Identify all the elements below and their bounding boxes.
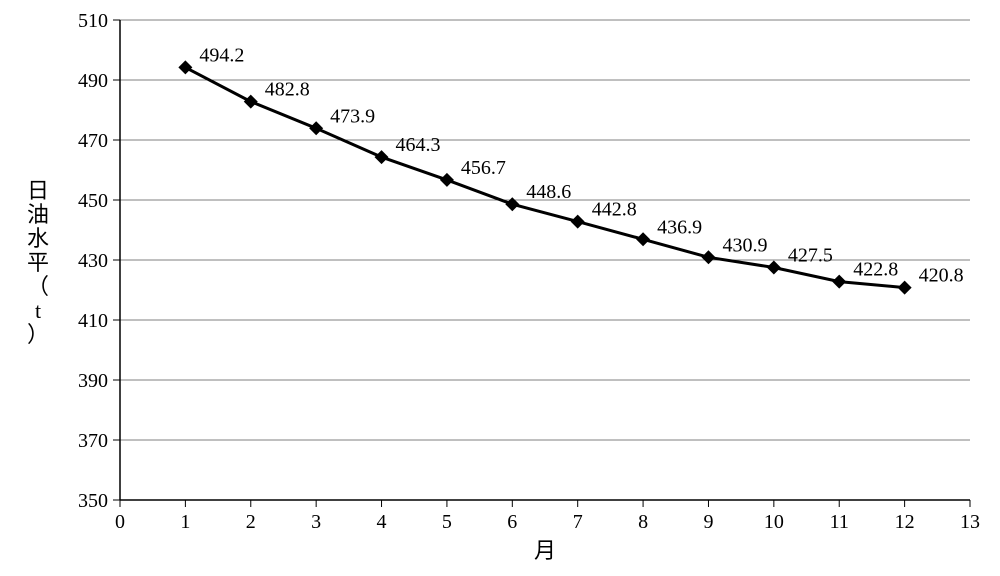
data-label: 420.8 [919, 265, 964, 287]
data-marker [375, 150, 389, 164]
data-marker [767, 261, 781, 275]
y-tick-label: 490 [78, 70, 108, 92]
x-tick-label: 10 [764, 511, 784, 533]
chart-container: 0123456789101112133503703904104304504704… [0, 0, 1000, 576]
x-tick-label: 12 [895, 511, 915, 533]
data-label: 436.9 [657, 216, 702, 238]
data-label: 464.3 [396, 134, 441, 156]
x-tick-label: 2 [246, 511, 256, 533]
data-marker [571, 215, 585, 229]
x-tick-label: 1 [180, 511, 190, 533]
x-tick-label: 0 [115, 511, 125, 533]
data-label: 448.6 [526, 181, 571, 203]
data-label: 422.8 [853, 259, 898, 281]
y-tick-label: 350 [78, 490, 108, 512]
x-tick-label: 8 [638, 511, 648, 533]
x-tick-label: 3 [311, 511, 321, 533]
data-marker [505, 197, 519, 211]
data-label: 473.9 [330, 105, 375, 127]
data-marker [636, 232, 650, 246]
x-tick-label: 4 [377, 511, 387, 533]
x-tick-label: 9 [703, 511, 713, 533]
data-marker [440, 173, 454, 187]
data-label: 494.2 [199, 44, 244, 66]
y-tick-label: 410 [78, 310, 108, 332]
data-marker [701, 250, 715, 264]
y-axis-label: 日油水平（t） [27, 178, 49, 347]
data-label: 427.5 [788, 245, 833, 267]
data-marker [178, 60, 192, 74]
x-tick-label: 7 [573, 511, 583, 533]
data-label: 430.9 [722, 234, 767, 256]
y-tick-label: 510 [78, 10, 108, 32]
y-tick-label: 450 [78, 190, 108, 212]
data-marker [244, 95, 258, 109]
x-tick-label: 6 [507, 511, 517, 533]
data-marker [898, 281, 912, 295]
x-tick-label: 13 [960, 511, 980, 533]
x-tick-label: 5 [442, 511, 452, 533]
data-label: 456.7 [461, 157, 506, 179]
y-tick-label: 370 [78, 430, 108, 452]
data-label: 482.8 [265, 79, 310, 101]
x-tick-label: 11 [830, 511, 849, 533]
data-label: 442.8 [592, 199, 637, 221]
x-axis-label: 月 [534, 538, 556, 563]
line-chart: 0123456789101112133503703904104304504704… [0, 0, 1000, 576]
data-marker [832, 275, 846, 289]
data-marker [309, 121, 323, 135]
y-tick-label: 430 [78, 250, 108, 272]
y-tick-label: 470 [78, 130, 108, 152]
y-tick-label: 390 [78, 370, 108, 392]
